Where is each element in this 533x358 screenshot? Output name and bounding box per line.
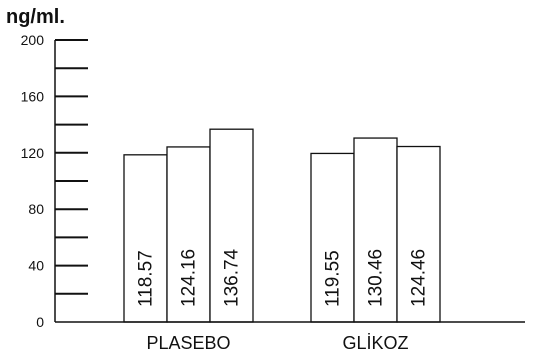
bar [209,128,254,323]
y-tick-label: 80 [28,201,44,217]
y-tick-label: 0 [36,314,44,330]
y-tick-label: 160 [21,88,45,104]
y-tick-label: 120 [21,145,45,161]
y-axis-ticks: 0 40 80 120 160 200 [21,32,88,330]
y-tick-label: 40 [28,258,44,274]
bar [353,137,398,323]
category-labels: PLASEBO GLİKOZ [146,333,408,353]
bar-value-label: 119.55 [323,250,344,307]
bar [166,146,211,323]
category-label: GLİKOZ [342,333,408,353]
y-tick-label: 200 [21,32,45,48]
bar-value-label: 136.74 [222,248,243,307]
bar-value-label: 124.16 [179,249,200,307]
y-axis-unit-label: ng/ml. [6,6,65,28]
bar-value-label: 130.46 [366,249,387,307]
bars: 118.57 124.16 136.74 119.55 130.46 124.46 [123,128,441,323]
category-label: PLASEBO [146,333,230,353]
bar-value-label: 118.57 [136,250,157,307]
bar-value-label: 124.46 [409,249,430,307]
bar [310,152,355,323]
